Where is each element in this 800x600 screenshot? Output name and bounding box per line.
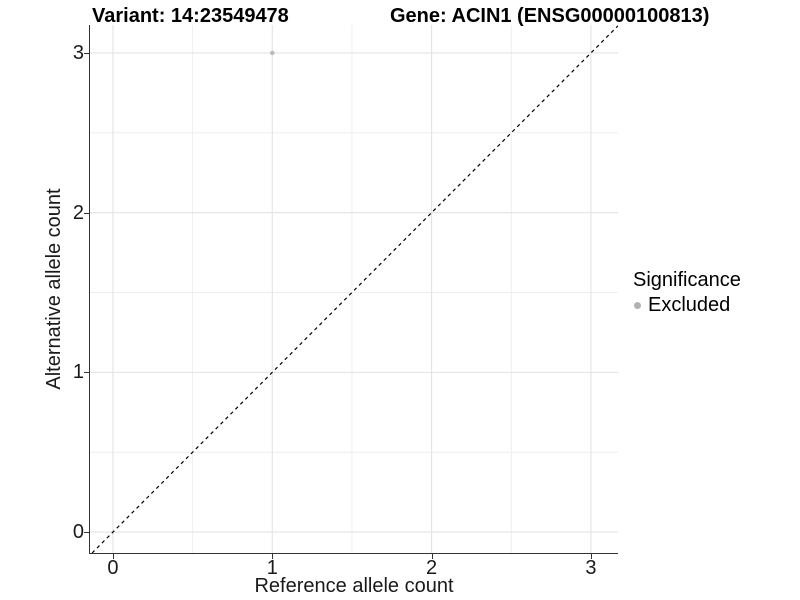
x-tick-mark — [590, 554, 592, 559]
y-tick-label: 3 — [72, 41, 84, 64]
x-axis-line — [89, 553, 618, 554]
y-axis-title: Alternative allele count — [43, 188, 65, 390]
y-tick-label: 0 — [72, 521, 84, 544]
identity-reference-line — [91, 25, 619, 554]
legend: Significance Excluded — [633, 268, 798, 318]
x-axis-title: Reference allele count — [254, 575, 454, 597]
x-tick-mark — [431, 554, 433, 559]
legend-item-label: Excluded — [648, 294, 731, 316]
legend-title: Significance — [633, 269, 741, 291]
legend-items: Excluded — [633, 293, 798, 318]
legend-key-dot-icon — [634, 302, 641, 309]
x-tick-mark — [112, 554, 114, 559]
plot-area-svg — [90, 25, 619, 554]
x-tick-mark — [272, 554, 274, 559]
legend-item: Excluded — [633, 293, 798, 318]
plot-title-variant: Variant: 14:23549478 — [92, 5, 289, 27]
y-axis-line — [89, 25, 90, 554]
plot-panel — [90, 25, 619, 554]
plot-title-gene: Gene: ACIN1 (ENSG00000100813) — [390, 5, 710, 27]
data-point — [270, 50, 275, 56]
